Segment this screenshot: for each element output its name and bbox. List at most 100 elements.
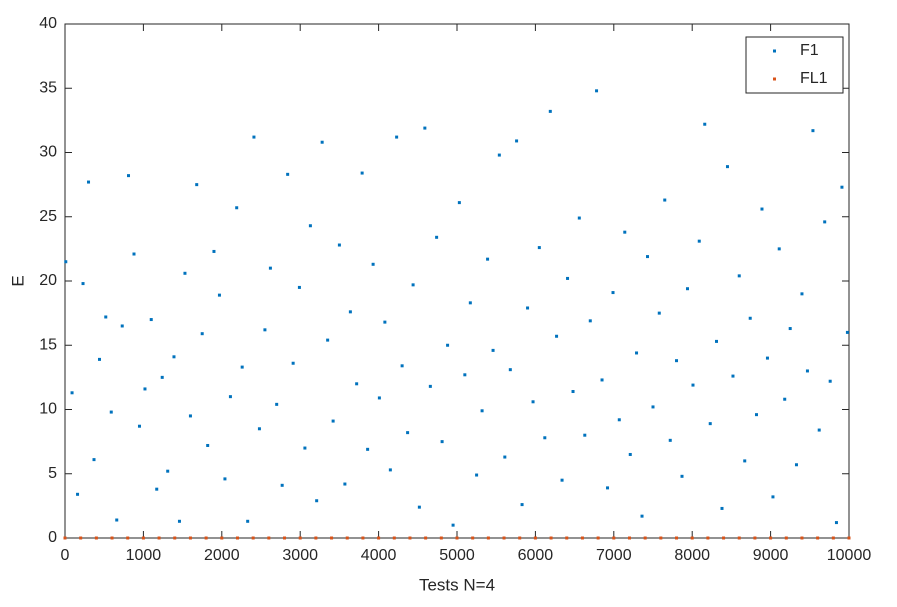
scatter-point: [252, 135, 256, 139]
scatter-point: [149, 318, 153, 322]
scatter-point: [659, 536, 663, 540]
scatter-point: [531, 400, 535, 404]
scatter-point: [640, 514, 644, 518]
scatter-point: [63, 536, 67, 540]
scatter-point: [691, 383, 695, 387]
scatter-point: [690, 536, 694, 540]
legend-box: [745, 36, 844, 94]
scatter-point: [115, 518, 119, 522]
y-tick-label: 35: [39, 79, 57, 96]
scatter-point: [127, 174, 131, 178]
scatter-point: [337, 243, 341, 247]
scatter-point: [94, 536, 98, 540]
scatter-point: [543, 436, 547, 440]
legend-marker: [773, 77, 776, 81]
scatter-point: [816, 536, 820, 540]
scatter-point: [571, 390, 575, 394]
scatter-point: [805, 369, 809, 373]
scatter-point: [685, 287, 689, 291]
scatter-point: [92, 458, 96, 462]
scatter-point: [408, 536, 412, 540]
scatter-point: [463, 373, 467, 377]
scatter-point: [297, 285, 301, 289]
scatter-point: [392, 536, 396, 540]
scatter-point: [155, 487, 159, 491]
scatter-point: [491, 348, 495, 352]
x-tick-label: 9000: [753, 547, 789, 564]
y-tick-label: 15: [39, 336, 57, 353]
scatter-point: [480, 409, 484, 413]
scatter-point: [657, 311, 661, 315]
scatter-point: [537, 246, 541, 250]
scatter-point: [204, 536, 208, 540]
scatter-point: [715, 339, 719, 343]
scatter-point: [847, 536, 851, 540]
scatter-point: [697, 239, 701, 243]
scatter-point: [508, 368, 512, 372]
scatter-point: [708, 422, 712, 426]
x-tick-label: 4000: [361, 547, 397, 564]
scatter-point: [223, 477, 227, 481]
scatter-point: [240, 365, 244, 369]
scatter-point: [141, 536, 145, 540]
scatter-point: [451, 523, 455, 527]
scatter-point: [583, 433, 587, 437]
scatter-point: [643, 536, 647, 540]
x-tick-label: 2000: [204, 547, 240, 564]
x-tick-label: 6000: [518, 547, 554, 564]
scatter-point: [64, 260, 68, 264]
y-tick-label: 40: [39, 15, 57, 32]
x-tick-label: 0: [61, 547, 70, 564]
scatter-point: [675, 359, 679, 363]
scatter-point: [87, 180, 91, 184]
scatter-point: [457, 201, 461, 205]
scatter-point: [502, 536, 506, 540]
scatter-point: [771, 495, 775, 499]
scatter-point: [246, 519, 250, 523]
scatter-point: [330, 536, 334, 540]
scatter-point: [126, 536, 130, 540]
scatter-point: [166, 469, 170, 473]
scatter-point: [348, 310, 352, 314]
scatter-point: [120, 324, 124, 328]
scatter-point: [595, 89, 599, 93]
scatter-point: [617, 418, 621, 422]
x-tick-label: 5000: [439, 547, 475, 564]
scatter-point: [455, 536, 459, 540]
scatter-point: [471, 536, 475, 540]
scatter-point: [440, 440, 444, 444]
scatter-point: [486, 536, 490, 540]
scatter-point: [275, 402, 279, 406]
x-tick-label: 3000: [282, 547, 318, 564]
scatter-point: [548, 109, 552, 113]
scatter-point: [840, 185, 844, 189]
scatter-point: [646, 255, 650, 259]
scatter-point: [675, 536, 679, 540]
scatter-point: [267, 536, 271, 540]
scatter-point: [565, 536, 569, 540]
scatter-point: [286, 172, 290, 176]
scatter-point: [331, 419, 335, 423]
scatter-point: [566, 276, 570, 280]
scatter-point: [177, 519, 181, 523]
y-tick-label: 20: [39, 272, 57, 289]
scatter-point: [743, 459, 747, 463]
scatter-point: [76, 492, 80, 496]
scatter-point: [423, 126, 427, 130]
scatter-point: [283, 536, 287, 540]
scatter-point: [435, 235, 439, 239]
scatter-point: [360, 171, 364, 175]
scatter-point: [157, 536, 161, 540]
scatter-point: [377, 536, 381, 540]
scatter-point: [217, 293, 221, 297]
scatter-point: [748, 316, 752, 320]
scatter-point: [195, 183, 199, 187]
scatter-point: [291, 361, 295, 365]
scatter-point: [788, 327, 792, 331]
scatter-point: [228, 395, 232, 399]
scatter-point: [220, 536, 224, 540]
scatter-point: [400, 364, 404, 368]
scatter-point: [725, 165, 729, 169]
scatter-point: [97, 357, 101, 361]
scatter-point: [753, 536, 757, 540]
